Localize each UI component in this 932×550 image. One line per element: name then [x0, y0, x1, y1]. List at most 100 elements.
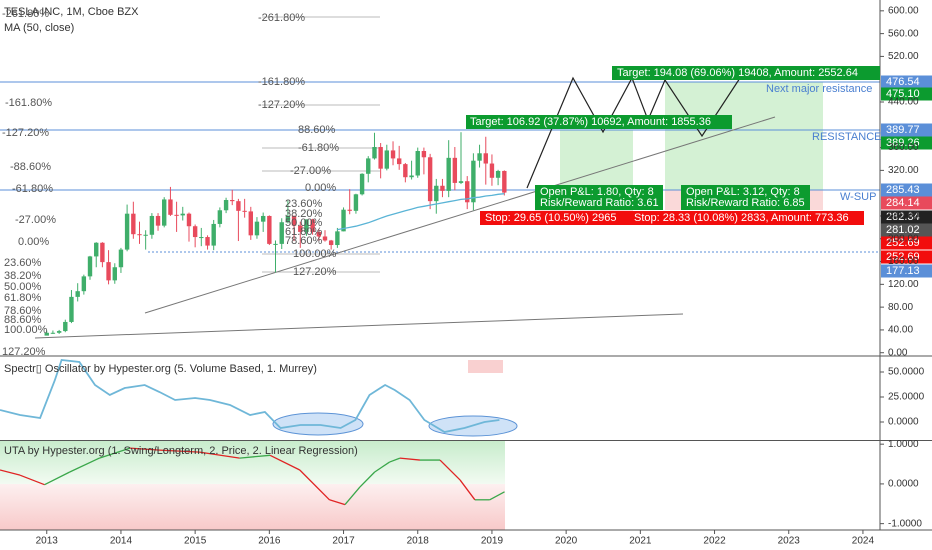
candle-body — [316, 231, 322, 237]
candle-body — [471, 160, 476, 203]
oscillator-segment — [19, 474, 45, 486]
fib-label: 78.60% — [4, 305, 42, 317]
price-tag-label: 252.69 — [886, 237, 920, 249]
fib-label: -161.80% — [5, 97, 52, 109]
oscillator-segment — [299, 469, 330, 501]
price-tag-label: 177.13 — [886, 265, 920, 277]
fib-label: 0.00% — [18, 236, 49, 248]
pnl-label: Risk/Reward Ratio: 3.61 — [540, 197, 659, 209]
oscillator-segment — [439, 459, 461, 481]
fib-label: 100.00% — [4, 324, 48, 336]
pnl-box — [681, 185, 810, 210]
candle-body — [211, 223, 216, 246]
x-tick-label: 2022 — [703, 536, 726, 547]
oscillator-segment — [44, 471, 71, 486]
candle-body — [372, 147, 377, 159]
stop-label: Stop: 28.33 (10.08%) 2833, Amount: 773.3… — [634, 212, 849, 224]
candle-body — [143, 234, 148, 236]
target-box — [612, 66, 880, 80]
y-tick-label: 520.00 — [888, 51, 919, 62]
candle-body — [217, 210, 223, 224]
candle-body — [260, 215, 266, 222]
x-tick-label: 2013 — [36, 536, 59, 547]
oscillator-segment — [199, 451, 240, 459]
candle-body — [440, 185, 445, 191]
candle-body — [502, 170, 507, 193]
trend-line — [34, 313, 684, 339]
candle-body — [100, 242, 105, 263]
y-tick-label: 0.00 — [888, 347, 908, 358]
candle-body — [44, 332, 49, 336]
candle-body — [378, 147, 383, 169]
fib-label: -61.80% — [12, 183, 53, 195]
x-tick-label: 2019 — [481, 536, 504, 547]
profit-zone — [665, 82, 823, 190]
fib-label: 50.00% — [285, 217, 323, 229]
candle-body — [248, 211, 253, 236]
y-tick-label: 120.00 — [888, 279, 919, 290]
oscillator-segment — [489, 491, 505, 501]
candle-body — [205, 237, 210, 246]
candle-body — [328, 240, 334, 246]
candle-body — [458, 181, 464, 183]
price-tag-label: 252.69 — [886, 251, 920, 263]
candle-body — [236, 201, 241, 211]
oscillator-segment — [389, 457, 401, 463]
stop-label: Stop: 29.65 (10.50%) 2965 — [485, 212, 616, 224]
price-tag-label: 475.10 — [886, 88, 920, 100]
candle-body — [347, 209, 352, 211]
candle-body — [63, 321, 68, 332]
candle-body — [304, 219, 309, 232]
price-tag — [881, 123, 932, 137]
price-tag-label: 284.14 — [886, 197, 920, 209]
fib-label: -27.00% — [290, 165, 331, 177]
fib-label: 23.60% — [285, 198, 323, 210]
fib-label: -127.20% — [258, 99, 305, 111]
price-tag-label: 281.02 — [886, 224, 920, 236]
candle-body — [291, 215, 297, 226]
candle-body — [112, 267, 117, 281]
x-tick-label: 2017 — [332, 536, 355, 547]
x-tick-label: 2024 — [852, 536, 875, 547]
oscillator-segment — [69, 457, 100, 473]
candle-body — [483, 153, 488, 164]
oscillator-zone — [468, 360, 503, 373]
fib-label: 38.20% — [4, 270, 42, 282]
candle-body — [489, 163, 495, 178]
fib-label: 78.60% — [285, 235, 323, 247]
y-tick-label: 200.00 — [888, 233, 919, 244]
uta-bear-zone — [0, 484, 505, 530]
symbol-title: TESLA INC, 1M, Cboe BZX — [4, 6, 139, 18]
x-tick-label: 2014 — [110, 536, 133, 547]
y-tick-label: 360.00 — [888, 142, 919, 153]
candle-body — [495, 170, 501, 178]
oscillator-segment — [159, 449, 200, 453]
x-tick-label: 2018 — [407, 536, 430, 547]
fib-label: 50.00% — [4, 281, 42, 293]
fib-label: 127.20% — [2, 346, 46, 358]
fib-label: 88.60% — [298, 124, 336, 136]
y-tick-label: 440.00 — [888, 97, 919, 108]
fib-label: 61.80% — [4, 292, 42, 304]
pnl-box — [535, 185, 663, 210]
oscillator-segment — [129, 447, 160, 451]
fib-label: -261.80% — [2, 8, 49, 20]
candle-body — [403, 164, 408, 178]
fib-label: -127.20% — [2, 127, 49, 139]
x-tick-label: 2016 — [258, 536, 281, 547]
candle-body — [199, 237, 204, 239]
candle-body — [477, 153, 482, 161]
oscillator-segment — [99, 447, 131, 459]
target-label: Target: 106.92 (37.87%) 10692, Amount: 1… — [470, 116, 711, 128]
candle-body — [409, 175, 414, 178]
candle-body — [87, 256, 93, 277]
price-tag — [881, 223, 932, 237]
candle-body — [359, 173, 365, 195]
price-tag — [881, 210, 932, 224]
candle-body — [242, 210, 247, 212]
candle-body — [267, 215, 272, 244]
candle-body — [149, 215, 155, 235]
candle-body — [434, 185, 439, 202]
candle-body — [279, 222, 284, 244]
